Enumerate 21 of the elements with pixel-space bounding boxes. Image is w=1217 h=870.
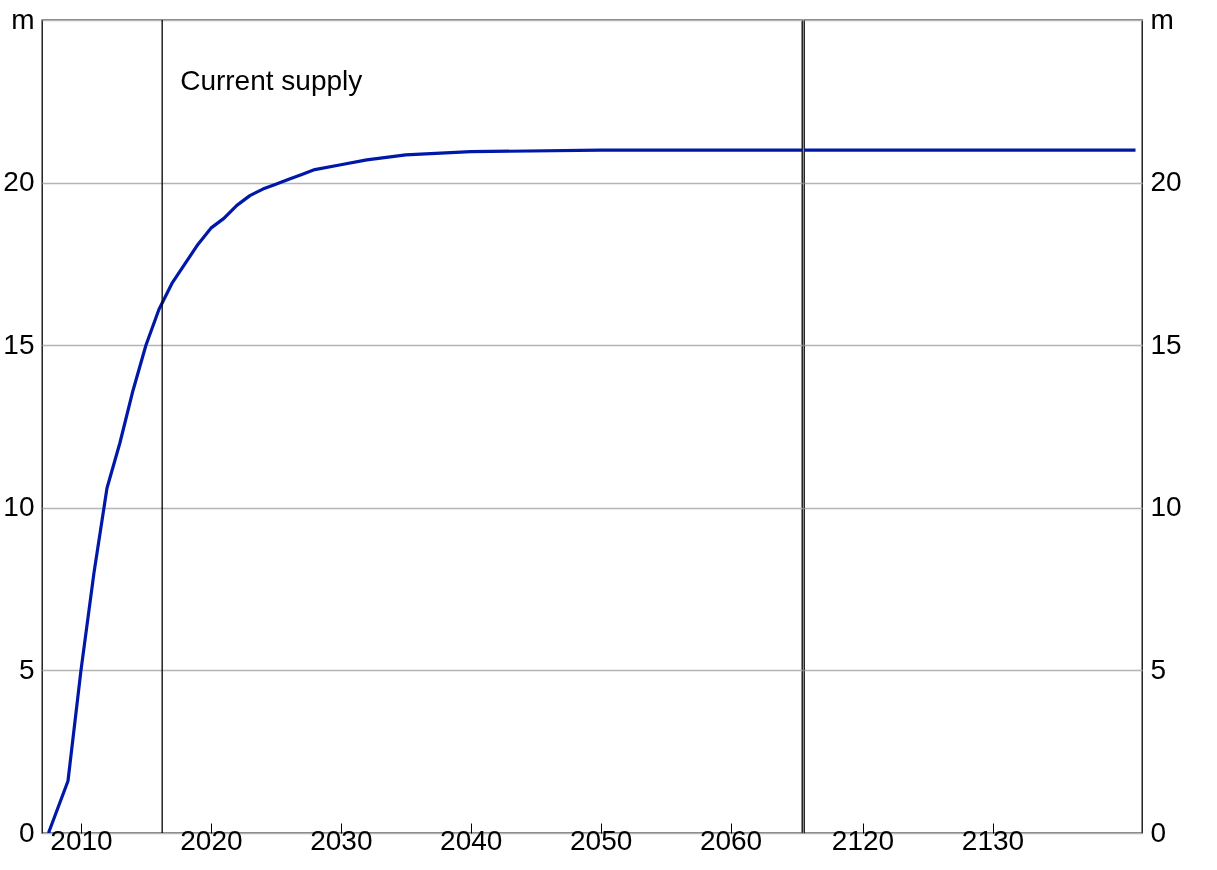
y-tick-label: 20 (1150, 166, 1182, 198)
x-tick-label: 2060 (699, 824, 763, 856)
x-tick-label: 2120 (831, 824, 895, 856)
x-tick-label: 2010 (50, 824, 113, 856)
y-tick-label: m (1150, 3, 1174, 35)
x-tick-label: 2030 (310, 824, 373, 856)
y-tick-label: 10 (3, 491, 35, 523)
y-tick-label: 20 (3, 166, 35, 198)
y-tick-label: 10 (1150, 491, 1182, 523)
y-tick-label: 0 (18, 816, 35, 848)
x-tick-label: 2020 (180, 824, 243, 856)
y-tick-label: 5 (18, 653, 35, 685)
x-tick-label: 2050 (569, 824, 633, 856)
x-tick-label: 2130 (961, 824, 1025, 856)
y-tick-label: 15 (1150, 328, 1182, 360)
x-tick-label: 2040 (440, 824, 503, 856)
y-tick-label: 5 (1150, 653, 1167, 685)
y-tick-label: 0 (1150, 816, 1167, 848)
ref-line-label: Current supply (180, 65, 363, 96)
y-tick-label: m (11, 3, 35, 35)
y-tick-label: 15 (3, 328, 35, 360)
